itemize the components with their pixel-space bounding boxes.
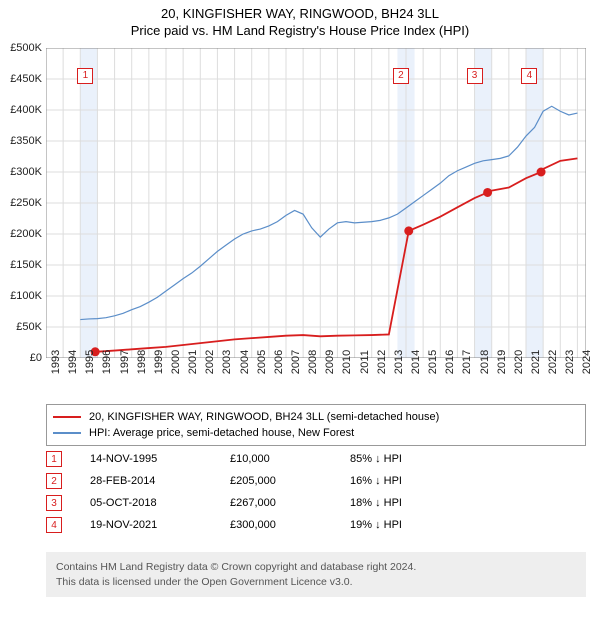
x-tick-label: 2007	[290, 350, 302, 374]
x-tick-label: 2003	[221, 350, 233, 374]
x-tick-label: 2015	[427, 350, 439, 374]
marker-badge: 2	[46, 473, 62, 489]
legend-label: 20, KINGFISHER WAY, RINGWOOD, BH24 3LL (…	[89, 411, 439, 423]
legend-swatch	[53, 432, 81, 434]
chart-area	[46, 48, 586, 358]
x-tick-label: 2013	[393, 350, 405, 374]
x-tick-label: 1996	[101, 350, 113, 374]
x-tick-label: 2017	[461, 350, 473, 374]
x-tick-label: 2000	[170, 350, 182, 374]
marker-price: £10,000	[230, 453, 350, 465]
x-tick-label: 1994	[67, 350, 79, 374]
y-tick-label: £50K	[16, 321, 42, 333]
x-tick-label: 2020	[513, 350, 525, 374]
x-tick-label: 2012	[376, 350, 388, 374]
marker-row: 3 05-OCT-2018£267,00018% ↓ HPI	[46, 492, 586, 514]
chart-marker-badge: 3	[467, 68, 483, 84]
marker-badge: 4	[46, 517, 62, 533]
x-tick-label: 2004	[239, 350, 251, 374]
footer-line-2: This data is licensed under the Open Gov…	[56, 575, 576, 590]
x-tick-label: 1995	[84, 350, 96, 374]
chart-marker-badge: 2	[393, 68, 409, 84]
footer: Contains HM Land Registry data © Crown c…	[46, 552, 586, 597]
x-tick-label: 2018	[479, 350, 491, 374]
marker-date: 19-NOV-2021	[90, 519, 230, 531]
page-title: 20, KINGFISHER WAY, RINGWOOD, BH24 3LL	[0, 0, 600, 21]
y-tick-label: £300K	[10, 166, 42, 178]
x-tick-label: 2014	[410, 350, 422, 374]
y-tick-label: £400K	[10, 104, 42, 116]
x-tick-label: 1998	[136, 350, 148, 374]
marker-price: £205,000	[230, 475, 350, 487]
x-tick-label: 2001	[187, 350, 199, 374]
x-tick-label: 2006	[273, 350, 285, 374]
chart-marker-badge: 1	[77, 68, 93, 84]
x-tick-label: 2009	[324, 350, 336, 374]
marker-row: 2 28-FEB-2014£205,00016% ↓ HPI	[46, 470, 586, 492]
y-tick-label: £350K	[10, 135, 42, 147]
marker-date: 05-OCT-2018	[90, 497, 230, 509]
x-tick-label: 1993	[50, 350, 62, 374]
chart-container: 20, KINGFISHER WAY, RINGWOOD, BH24 3LL P…	[0, 0, 600, 620]
marker-price: £267,000	[230, 497, 350, 509]
marker-price: £300,000	[230, 519, 350, 531]
x-tick-label: 2019	[496, 350, 508, 374]
marker-badge: 1	[46, 451, 62, 467]
y-tick-label: £100K	[10, 290, 42, 302]
chart-marker-badge: 4	[521, 68, 537, 84]
x-tick-label: 2008	[307, 350, 319, 374]
x-tick-label: 2005	[256, 350, 268, 374]
y-tick-label: £250K	[10, 197, 42, 209]
x-tick-label: 2011	[359, 350, 371, 374]
y-tick-label: £500K	[10, 42, 42, 54]
marker-pct: 19% ↓ HPI	[350, 519, 470, 531]
x-tick-label: 2016	[444, 350, 456, 374]
x-tick-label: 2021	[530, 350, 542, 374]
legend-label: HPI: Average price, semi-detached house,…	[89, 427, 354, 439]
marker-date: 14-NOV-1995	[90, 453, 230, 465]
chart-plot	[46, 48, 586, 358]
marker-pct: 85% ↓ HPI	[350, 453, 470, 465]
marker-pct: 16% ↓ HPI	[350, 475, 470, 487]
page-subtitle: Price paid vs. HM Land Registry's House …	[0, 21, 600, 42]
marker-pct: 18% ↓ HPI	[350, 497, 470, 509]
y-tick-label: £150K	[10, 259, 42, 271]
legend-item: 20, KINGFISHER WAY, RINGWOOD, BH24 3LL (…	[53, 409, 579, 425]
footer-line-1: Contains HM Land Registry data © Crown c…	[56, 560, 576, 575]
x-tick-label: 2023	[564, 350, 576, 374]
marker-row: 4 19-NOV-2021£300,00019% ↓ HPI	[46, 514, 586, 536]
marker-table: 1 14-NOV-1995£10,00085% ↓ HPI 2 28-FEB-2014…	[46, 448, 586, 536]
y-tick-label: £0	[30, 352, 42, 364]
x-tick-label: 2024	[581, 350, 593, 374]
marker-date: 28-FEB-2014	[90, 475, 230, 487]
legend-item: HPI: Average price, semi-detached house,…	[53, 425, 579, 441]
x-tick-label: 2010	[341, 350, 353, 374]
legend: 20, KINGFISHER WAY, RINGWOOD, BH24 3LL (…	[46, 404, 586, 446]
y-tick-label: £200K	[10, 228, 42, 240]
x-tick-label: 1997	[119, 350, 131, 374]
marker-row: 1 14-NOV-1995£10,00085% ↓ HPI	[46, 448, 586, 470]
x-tick-label: 2002	[204, 350, 216, 374]
marker-badge: 3	[46, 495, 62, 511]
x-tick-label: 2022	[547, 350, 559, 374]
y-tick-label: £450K	[10, 73, 42, 85]
legend-swatch	[53, 416, 81, 418]
x-tick-label: 1999	[153, 350, 165, 374]
